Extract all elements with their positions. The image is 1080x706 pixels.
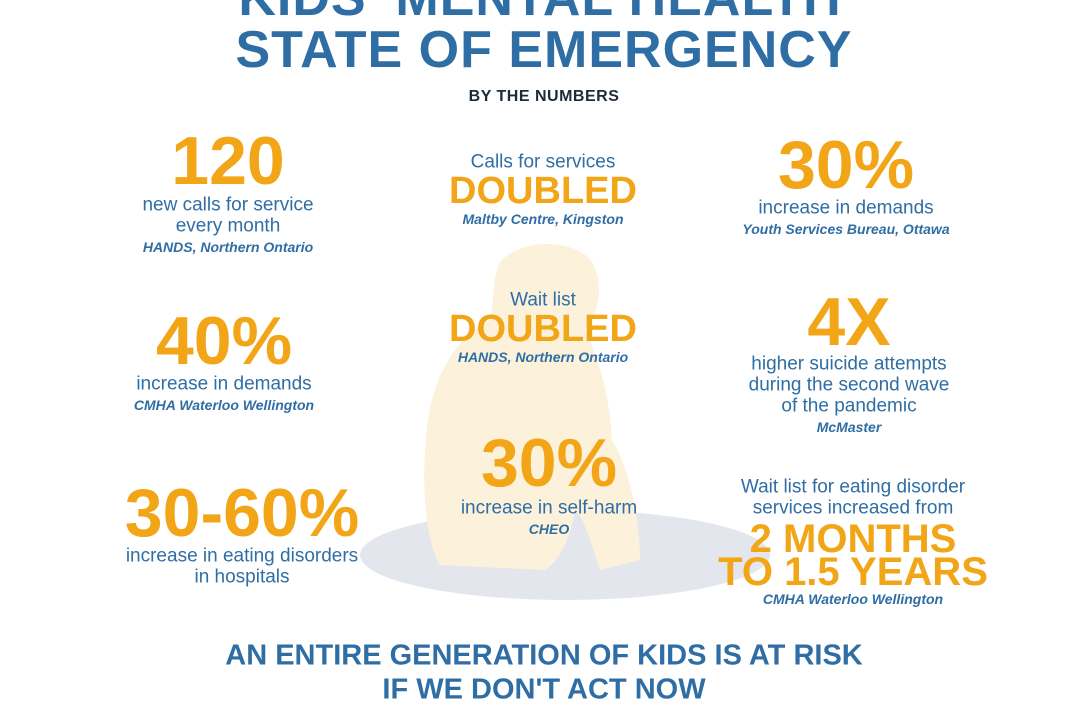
background-illustration [360, 244, 770, 600]
stat-text: during the second wave [748, 374, 950, 396]
infographic: {"header": {"title_lines": ["KIDS' MENTA… [124, 0, 988, 704]
footer-line: AN ENTIRE GENERATION OF KIDS IS AT RISK [225, 639, 863, 672]
stat-text: Calls for services [470, 151, 616, 173]
stat-text: new calls for service [142, 194, 314, 216]
stat-source: CHEO [528, 521, 570, 537]
title: STATE OF EMERGENCY [235, 21, 853, 79]
stat-source: Youth Services Bureau, Ottawa [742, 221, 950, 237]
stat-figure: DOUBLED [449, 170, 637, 212]
stat-figure: 30% [777, 127, 915, 203]
stat-text: every month [175, 215, 281, 237]
stat-figure: 40% [155, 303, 293, 379]
stat-text: Wait list [510, 289, 576, 311]
silhouette [424, 244, 640, 570]
stat-figure: 4X [807, 284, 891, 360]
stat-text: of the pandemic [781, 395, 917, 417]
stat-source: CMHA Waterloo Wellington [762, 591, 944, 607]
stat-text: higher suicide attempts [751, 353, 947, 375]
stat-source: Maltby Centre, Kingston [462, 211, 624, 227]
stat-source: HANDS, Northern Ontario [457, 349, 629, 365]
title: KIDS' MENTAL HEALTH [238, 0, 841, 24]
stat-figure: 2 MONTHS [749, 517, 957, 561]
stat-figure: DOUBLED [449, 308, 637, 350]
stat-text: increase in demands [758, 197, 934, 219]
stat-text: in hospitals [194, 566, 290, 588]
stat-figure: 30-60% [124, 475, 360, 551]
stat-text: Wait list for eating disorder [740, 476, 966, 498]
stat-text: increase in demands [136, 373, 312, 395]
stat-text: increase in eating disorders [125, 545, 359, 567]
subtitle: BY THE NUMBERS [468, 88, 620, 105]
stat-figure: TO 1.5 YEARS [718, 550, 988, 594]
stat-figure: 120 [171, 123, 285, 199]
stat-source: HANDS, Northern Ontario [142, 239, 314, 255]
stat-text: increase in self-harm [460, 497, 638, 519]
footer-line: IF WE DON'T ACT NOW [382, 673, 706, 706]
stat-text: services increased from [752, 497, 954, 519]
stat-source: CMHA Waterloo Wellington [133, 397, 315, 413]
stat-source: McMaster [816, 419, 882, 435]
stat-figure: 30% [480, 425, 618, 501]
